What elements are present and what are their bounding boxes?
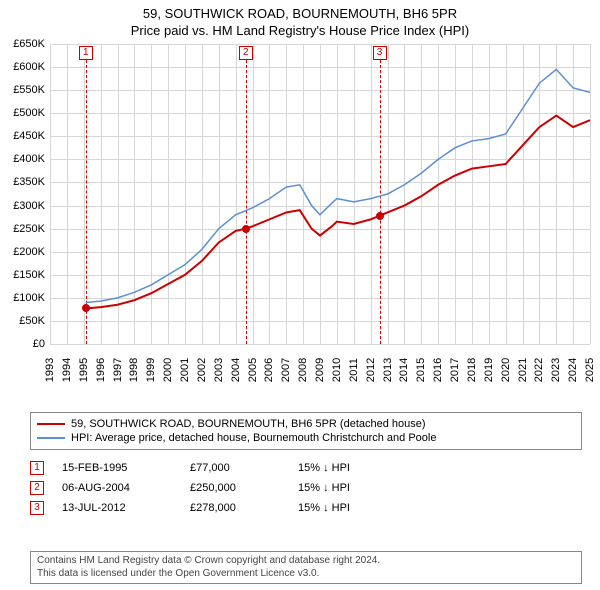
legend-item: 59, SOUTHWICK ROAD, BOURNEMOUTH, BH6 5PR… bbox=[37, 417, 575, 431]
transaction-row: 3 13-JUL-2012 £278,000 15% ↓ HPI bbox=[30, 498, 582, 518]
transaction-badge: 1 bbox=[30, 461, 44, 475]
marker-dot bbox=[242, 225, 250, 233]
marker-dot bbox=[82, 304, 90, 312]
marker-badge: 2 bbox=[239, 46, 253, 60]
transaction-date: 13-JUL-2012 bbox=[62, 502, 172, 514]
marker-badge: 3 bbox=[373, 46, 387, 60]
legend-item: HPI: Average price, detached house, Bour… bbox=[37, 431, 575, 445]
transaction-delta: 15% ↓ HPI bbox=[298, 462, 418, 474]
marker-badge: 1 bbox=[79, 46, 93, 60]
page-title: 59, SOUTHWICK ROAD, BOURNEMOUTH, BH6 5PR bbox=[0, 0, 600, 21]
footer-line: Contains HM Land Registry data © Crown c… bbox=[37, 555, 575, 568]
transaction-badge: 2 bbox=[30, 481, 44, 495]
transactions-table: 1 15-FEB-1995 £77,000 15% ↓ HPI 2 06-AUG-2004… bbox=[30, 458, 582, 518]
page-subtitle: Price paid vs. HM Land Registry's House … bbox=[0, 21, 600, 38]
attribution-footer: Contains HM Land Registry data © Crown c… bbox=[30, 551, 582, 584]
transaction-price: £278,000 bbox=[190, 502, 280, 514]
transaction-badge: 3 bbox=[30, 501, 44, 515]
legend: 59, SOUTHWICK ROAD, BOURNEMOUTH, BH6 5PR… bbox=[30, 412, 582, 450]
chart-svg bbox=[0, 44, 600, 404]
transaction-price: £250,000 bbox=[190, 482, 280, 494]
transaction-price: £77,000 bbox=[190, 462, 280, 474]
footer-line: This data is licensed under the Open Gov… bbox=[37, 568, 575, 581]
series-line bbox=[86, 69, 590, 302]
transaction-row: 2 06-AUG-2004 £250,000 15% ↓ HPI bbox=[30, 478, 582, 498]
transaction-row: 1 15-FEB-1995 £77,000 15% ↓ HPI bbox=[30, 458, 582, 478]
marker-dot bbox=[376, 212, 384, 220]
transaction-date: 06-AUG-2004 bbox=[62, 482, 172, 494]
legend-label: HPI: Average price, detached house, Bour… bbox=[71, 432, 436, 444]
transaction-delta: 15% ↓ HPI bbox=[298, 502, 418, 514]
legend-swatch bbox=[37, 423, 65, 425]
legend-label: 59, SOUTHWICK ROAD, BOURNEMOUTH, BH6 5PR… bbox=[71, 418, 426, 430]
transaction-date: 15-FEB-1995 bbox=[62, 462, 172, 474]
price-chart: £0£50K£100K£150K£200K£250K£300K£350K£400… bbox=[0, 44, 600, 404]
legend-swatch bbox=[37, 437, 65, 439]
transaction-delta: 15% ↓ HPI bbox=[298, 482, 418, 494]
